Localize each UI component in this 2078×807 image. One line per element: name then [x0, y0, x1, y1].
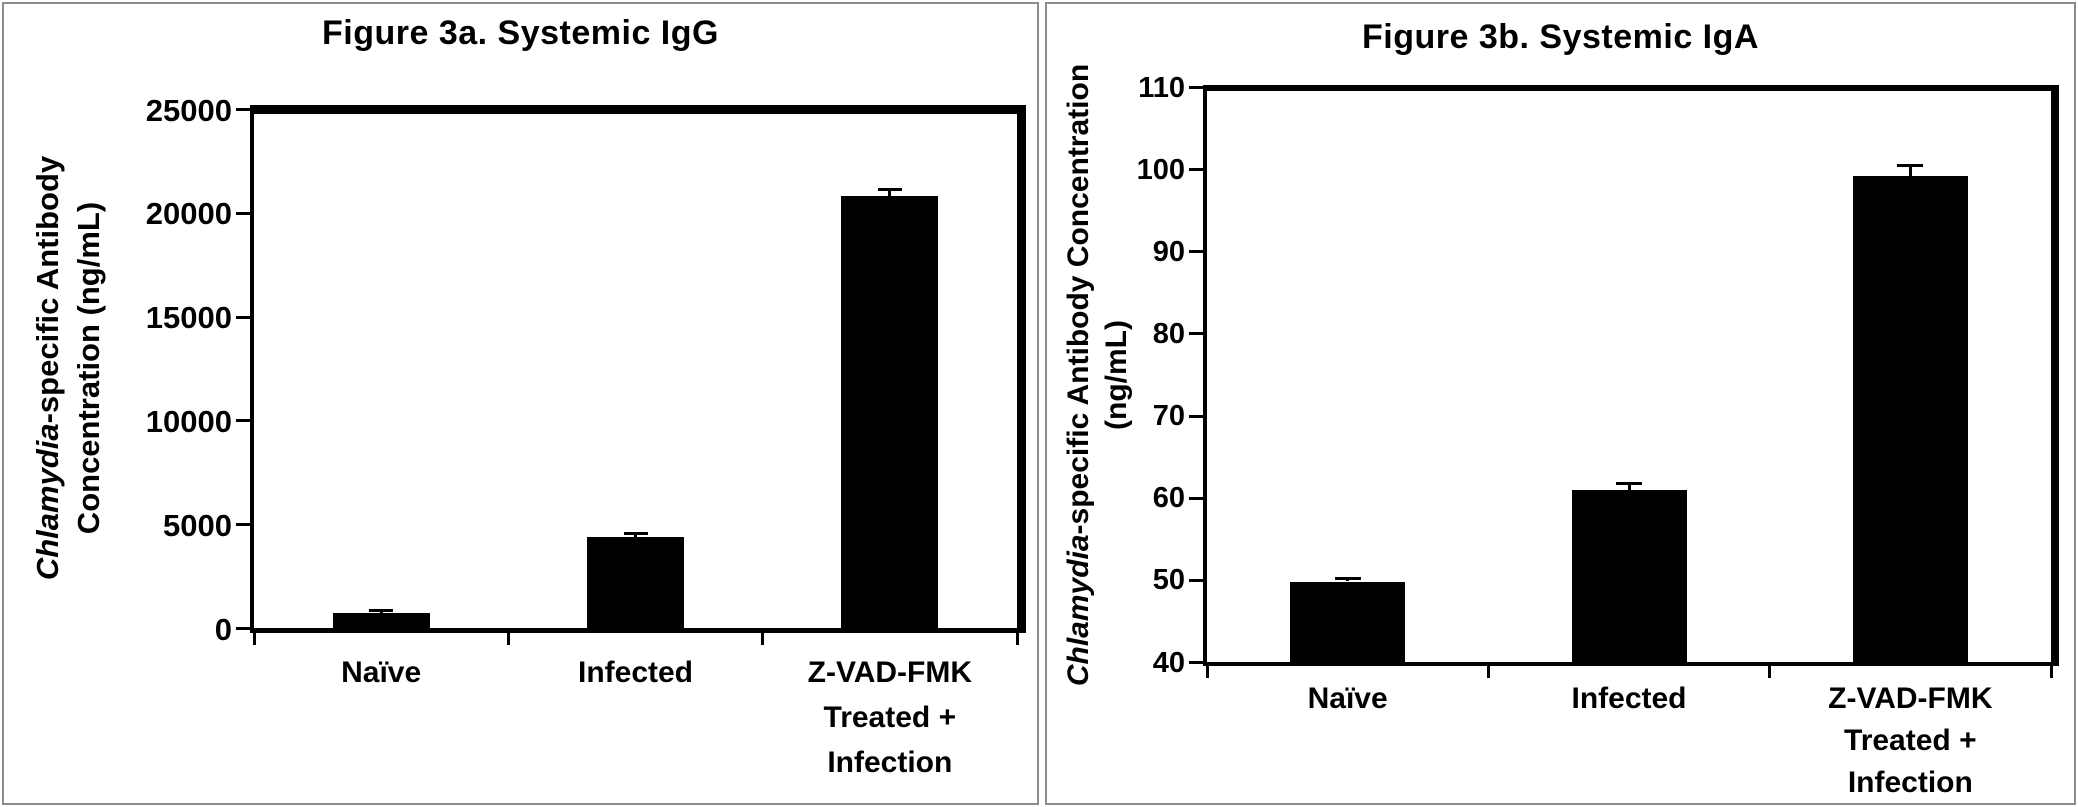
x-category-label: Infected	[1469, 678, 1789, 720]
error-bar-cap	[1897, 163, 1924, 167]
y-tick-label: 50	[1152, 564, 1185, 597]
error-bar-stem	[1908, 165, 1912, 176]
y-tick-mark	[236, 523, 250, 527]
y-tick-label: 60	[1152, 482, 1185, 515]
plot-top-border	[1203, 85, 2059, 91]
y-tick-mark	[1189, 332, 1203, 336]
x-category-label-line: Naïve	[1307, 682, 1388, 715]
bar-infected	[1571, 489, 1687, 662]
x-tick-mark	[252, 628, 256, 645]
bar-zvadfmk	[1852, 175, 1968, 662]
y-tick-mark	[1189, 86, 1203, 89]
x-category-label-line: Naïve	[341, 656, 422, 689]
error-bar-stem	[1346, 579, 1350, 582]
x-category-label-line: Infected	[1571, 682, 1687, 715]
plot-right-border	[1017, 105, 1026, 633]
x-category-label-line: Infected	[577, 656, 694, 689]
y-tick-mark	[236, 211, 250, 215]
y-axis-title-line: Chlamydia-specific Antibody	[27, 0, 68, 768]
y-tick-mark	[1189, 661, 1203, 664]
x-tick-mark	[2049, 662, 2053, 678]
x-category-label: Z-VAD-FMK Treated + Infection	[1750, 678, 2070, 804]
y-axis-title-segment: -specific Antibody Concentration	[1062, 63, 1095, 535]
error-bar-cap	[877, 188, 902, 192]
y-axis-title: Chlamydia-specific Antibody Concentration…	[27, 0, 109, 768]
y-axis-title-segment: -specific Antibody	[30, 155, 65, 424]
error-bar-cap	[1616, 481, 1642, 485]
error-bar-stem	[888, 190, 892, 197]
y-tick-label: 90	[1152, 235, 1185, 268]
y-tick-label: 25000	[145, 92, 232, 128]
error-bar-stem	[1627, 483, 1631, 490]
x-category-label: Naïve	[221, 650, 541, 695]
x-category-label: Naïve	[1188, 678, 1508, 720]
y-tick-label: 80	[1152, 317, 1185, 350]
y-tick-label: 0	[214, 611, 232, 647]
x-category-label: Infected	[476, 650, 796, 695]
y-tick-mark	[1189, 250, 1203, 254]
x-category-label-line: Treated +	[823, 701, 957, 734]
plot-area-3b: 40 50 60 70 80 90 100 110 Naïve Infected Z-VAD-FMK…	[1047, 4, 2074, 803]
chart-panel-figure-3a: Figure 3a. Systemic IgG 0 5000 10000 15000 2…	[2, 2, 1039, 805]
y-tick-mark	[236, 108, 250, 111]
y-tick-label: 40	[1152, 646, 1185, 679]
bar-naive	[332, 612, 430, 628]
chart-title-3b: Figure 3b. Systemic IgA	[1362, 18, 1759, 56]
y-axis-title-segment: Concentration (ng/mL)	[71, 201, 106, 535]
x-tick-mark	[1205, 662, 1209, 678]
y-axis-title-italic-segment: Chlamydia	[1062, 534, 1095, 687]
y-axis-title-line: Concentration (ng/mL)	[68, 0, 109, 768]
y-axis-line	[250, 105, 254, 633]
y-axis-title-italic-segment: Chlamydia	[30, 423, 65, 581]
x-tick-mark	[1768, 662, 1772, 678]
y-tick-label: 15000	[145, 300, 232, 336]
x-category-label-line: Z-VAD-FMK	[807, 656, 973, 689]
x-category-label-line: Treated +	[1844, 724, 1977, 757]
x-tick-mark	[1015, 628, 1019, 645]
y-tick-mark	[1189, 414, 1203, 418]
y-axis-title: Chlamydia-specific Antibody Concentratio…	[1060, 0, 1136, 775]
bar-naive	[1290, 581, 1406, 662]
y-tick-mark	[1189, 496, 1203, 500]
error-bar-cap	[623, 531, 648, 535]
x-axis-line	[1203, 662, 2059, 666]
y-tick-mark	[236, 315, 250, 319]
plot-top-border	[250, 105, 1026, 114]
plot-right-border	[2051, 85, 2059, 666]
y-axis-line	[1203, 85, 1207, 666]
x-tick-mark	[761, 628, 765, 645]
y-tick-mark	[236, 627, 250, 630]
x-category-label-line: Infection	[827, 746, 953, 779]
chart-title-3a: Figure 3a. Systemic IgG	[322, 14, 719, 52]
y-tick-label: 70	[1152, 400, 1185, 433]
y-tick-mark	[1189, 578, 1203, 582]
error-bar-cap	[369, 608, 394, 612]
x-category-label-line: Infection	[1847, 766, 1973, 799]
x-tick-mark	[1486, 662, 1490, 678]
x-category-label: Z-VAD-FMK Treated + Infection	[730, 650, 1050, 785]
x-axis-line	[250, 628, 1026, 633]
y-axis-title-segment: (ng/mL)	[1100, 320, 1133, 430]
y-axis-title-line: (ng/mL)	[1098, 0, 1136, 775]
error-bar-cap	[1334, 577, 1361, 581]
y-tick-mark	[236, 419, 250, 423]
x-tick-mark	[506, 628, 510, 645]
y-tick-label: 100	[1136, 153, 1185, 186]
error-bar-stem	[379, 610, 383, 613]
x-category-label-line: Z-VAD-FMK	[1828, 682, 1993, 715]
plot-area-3a: 0 5000 10000 15000 20000 25000 Naïve Infected Z-…	[4, 4, 1037, 803]
y-axis-title-line: Chlamydia-specific Antibody Concentratio…	[1060, 0, 1098, 775]
y-tick-label: 10000	[145, 403, 232, 439]
bar-zvadfmk	[841, 196, 939, 628]
y-tick-mark	[1189, 168, 1203, 172]
chart-panel-figure-3b: Figure 3b. Systemic IgA 40 50 60 70 80 90 100 1…	[1045, 2, 2076, 805]
y-tick-label: 110	[1138, 71, 1185, 104]
y-tick-label: 20000	[145, 196, 232, 232]
error-bar-stem	[634, 533, 637, 537]
bar-infected	[587, 536, 684, 628]
y-tick-label: 5000	[163, 507, 232, 543]
